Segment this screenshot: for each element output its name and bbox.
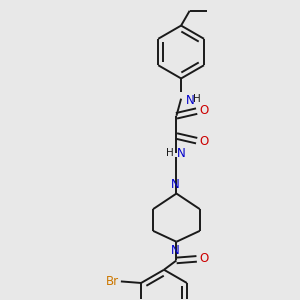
Text: O: O (199, 252, 208, 266)
Text: O: O (199, 104, 208, 117)
Text: O: O (199, 135, 208, 148)
Text: N: N (186, 94, 194, 107)
Text: Br: Br (106, 275, 119, 288)
Text: N: N (170, 244, 179, 257)
Text: N: N (170, 178, 179, 191)
Text: H: H (166, 148, 174, 158)
Text: N: N (177, 147, 186, 160)
Text: H: H (193, 94, 201, 104)
